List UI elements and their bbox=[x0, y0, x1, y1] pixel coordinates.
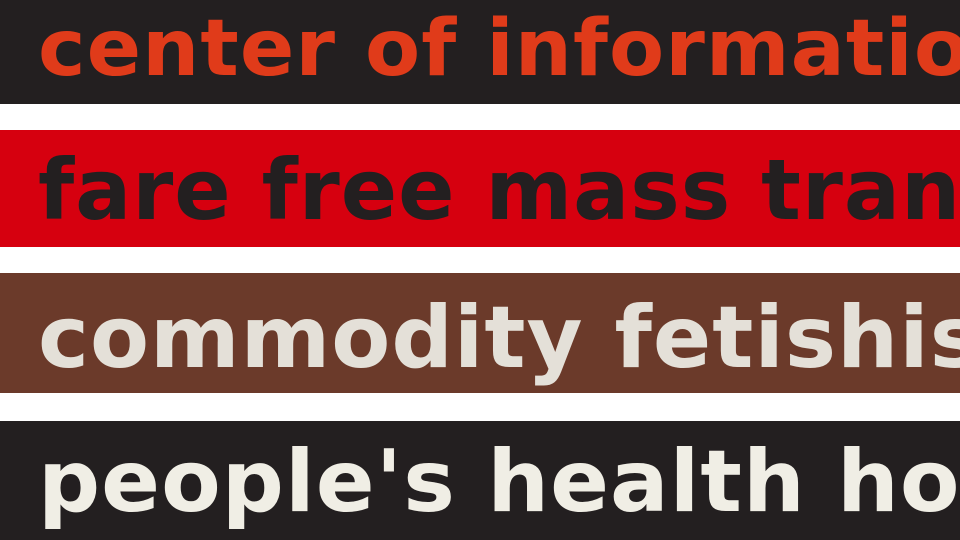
band-text: commodity fetishism bbox=[38, 288, 960, 388]
band-peoples-health-house: people's health house bbox=[0, 421, 960, 540]
band-commodity-fetishism: commodity fetishism bbox=[0, 273, 960, 393]
band-text: people's health house bbox=[38, 432, 960, 532]
band-fare-free-mass-transit: fare free mass transit bbox=[0, 130, 960, 247]
band-text: fare free mass transit bbox=[38, 141, 960, 239]
band-center-of-information: center of information bbox=[0, 0, 960, 104]
band-text: center of information bbox=[38, 4, 960, 94]
